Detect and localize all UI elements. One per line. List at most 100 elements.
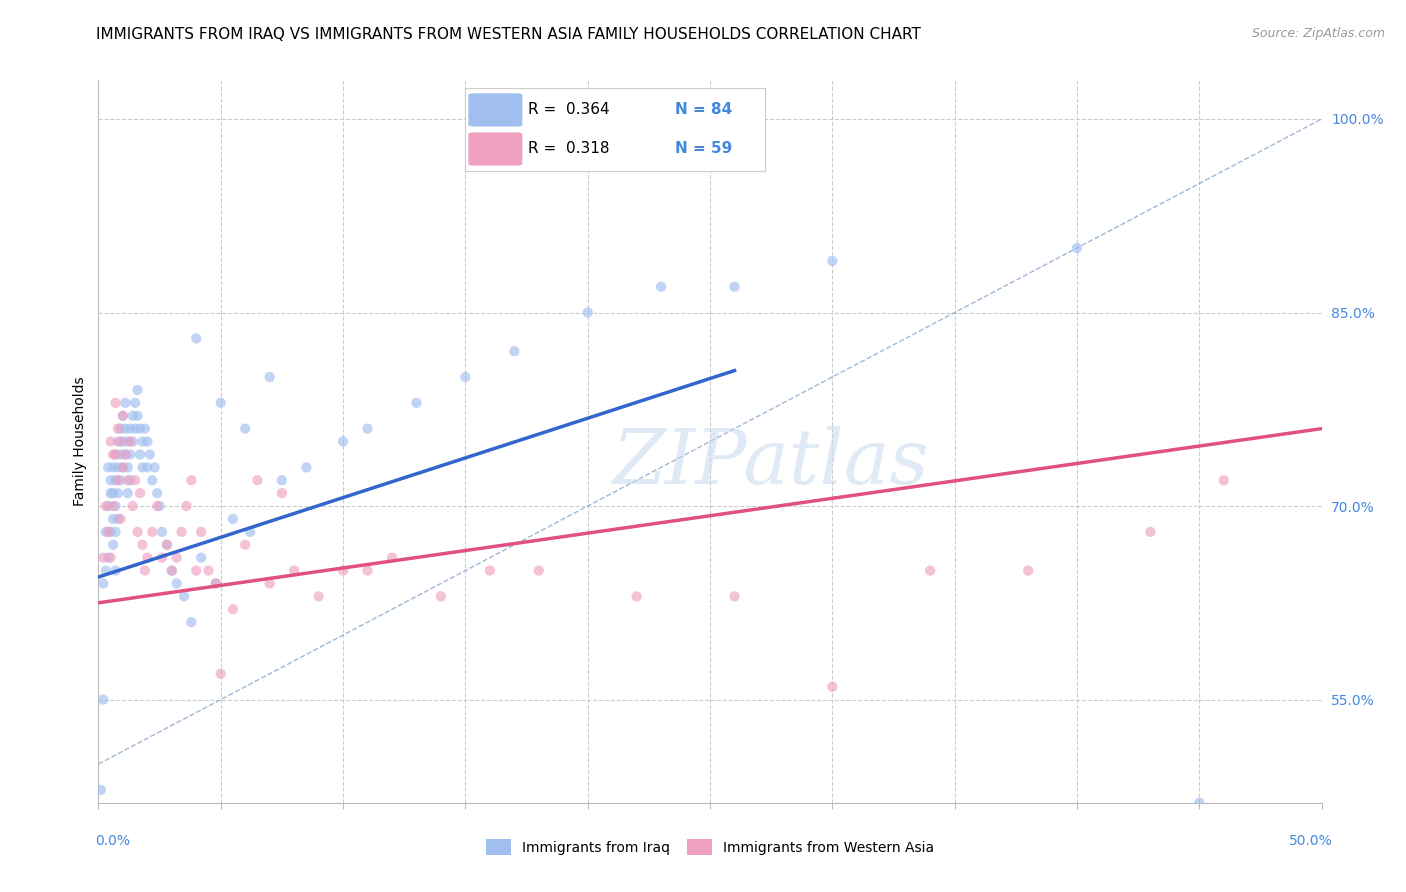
Point	[104, 564, 127, 578]
Point	[527, 564, 550, 578]
Point	[110, 447, 132, 461]
Point	[111, 409, 134, 423]
Point	[100, 486, 122, 500]
Point	[143, 460, 166, 475]
Point	[141, 473, 163, 487]
Point	[136, 550, 159, 565]
Point	[176, 499, 198, 513]
Point	[134, 564, 156, 578]
Point	[101, 512, 124, 526]
Point	[186, 331, 208, 345]
Point	[100, 434, 122, 449]
Point	[117, 473, 139, 487]
Point	[131, 460, 153, 475]
Point	[121, 434, 143, 449]
Point	[626, 590, 648, 604]
Point	[139, 447, 162, 461]
Point	[821, 680, 844, 694]
Point	[111, 460, 134, 475]
Point	[209, 396, 232, 410]
Point	[723, 590, 745, 604]
Point	[104, 396, 127, 410]
Point	[101, 447, 124, 461]
Point	[91, 692, 114, 706]
Point	[170, 524, 193, 539]
Point	[100, 524, 122, 539]
Point	[97, 524, 120, 539]
Point	[356, 422, 378, 436]
Point	[205, 576, 228, 591]
Point	[478, 564, 501, 578]
Point	[270, 473, 294, 487]
Point	[205, 576, 228, 591]
Point	[94, 564, 117, 578]
Point	[107, 460, 129, 475]
Point	[107, 434, 129, 449]
Point	[121, 409, 143, 423]
Point	[114, 447, 136, 461]
Point	[124, 422, 146, 436]
Point	[381, 550, 404, 565]
Point	[94, 499, 117, 513]
Point	[1188, 796, 1211, 810]
Point	[239, 524, 262, 539]
Point	[104, 499, 127, 513]
Point	[723, 279, 745, 293]
Text: ZIPatlas: ZIPatlas	[613, 426, 929, 500]
Point	[121, 499, 143, 513]
Point	[117, 486, 139, 500]
Point	[180, 473, 202, 487]
Point	[166, 576, 188, 591]
Point	[107, 422, 129, 436]
Point	[233, 422, 256, 436]
Point	[90, 783, 112, 797]
Point	[503, 344, 526, 359]
Point	[127, 524, 149, 539]
Point	[136, 434, 159, 449]
Point	[129, 422, 152, 436]
Point	[1212, 473, 1234, 487]
Point	[107, 486, 129, 500]
Point	[124, 473, 146, 487]
Point	[124, 396, 146, 410]
Point	[920, 564, 942, 578]
Point	[180, 615, 202, 630]
Point	[129, 447, 152, 461]
Point	[120, 473, 142, 487]
Point	[430, 590, 453, 604]
Point	[356, 564, 378, 578]
Point	[101, 499, 124, 513]
Point	[129, 486, 152, 500]
Point	[821, 254, 844, 268]
Point	[270, 486, 294, 500]
Point	[120, 447, 142, 461]
Point	[222, 602, 245, 616]
Point	[146, 499, 169, 513]
Point	[97, 550, 120, 565]
Point	[91, 576, 114, 591]
Point	[110, 473, 132, 487]
Point	[209, 666, 232, 681]
Point	[160, 564, 183, 578]
Text: IMMIGRANTS FROM IRAQ VS IMMIGRANTS FROM WESTERN ASIA FAMILY HOUSEHOLDS CORRELATI: IMMIGRANTS FROM IRAQ VS IMMIGRANTS FROM …	[96, 27, 921, 42]
Point	[91, 550, 114, 565]
Point	[114, 396, 136, 410]
Point	[1139, 524, 1161, 539]
Point	[146, 486, 169, 500]
Point	[136, 460, 159, 475]
Point	[576, 305, 599, 319]
Point	[283, 564, 305, 578]
Point	[332, 434, 354, 449]
Point	[117, 460, 139, 475]
Point	[246, 473, 269, 487]
Legend: Immigrants from Iraq, Immigrants from Western Asia: Immigrants from Iraq, Immigrants from We…	[481, 834, 939, 861]
Point	[295, 460, 318, 475]
Point	[454, 370, 477, 384]
Point	[100, 473, 122, 487]
Point	[111, 409, 134, 423]
Text: 0.0%: 0.0%	[96, 834, 131, 848]
Point	[150, 550, 173, 565]
Point	[111, 434, 134, 449]
Point	[110, 434, 132, 449]
Point	[141, 524, 163, 539]
